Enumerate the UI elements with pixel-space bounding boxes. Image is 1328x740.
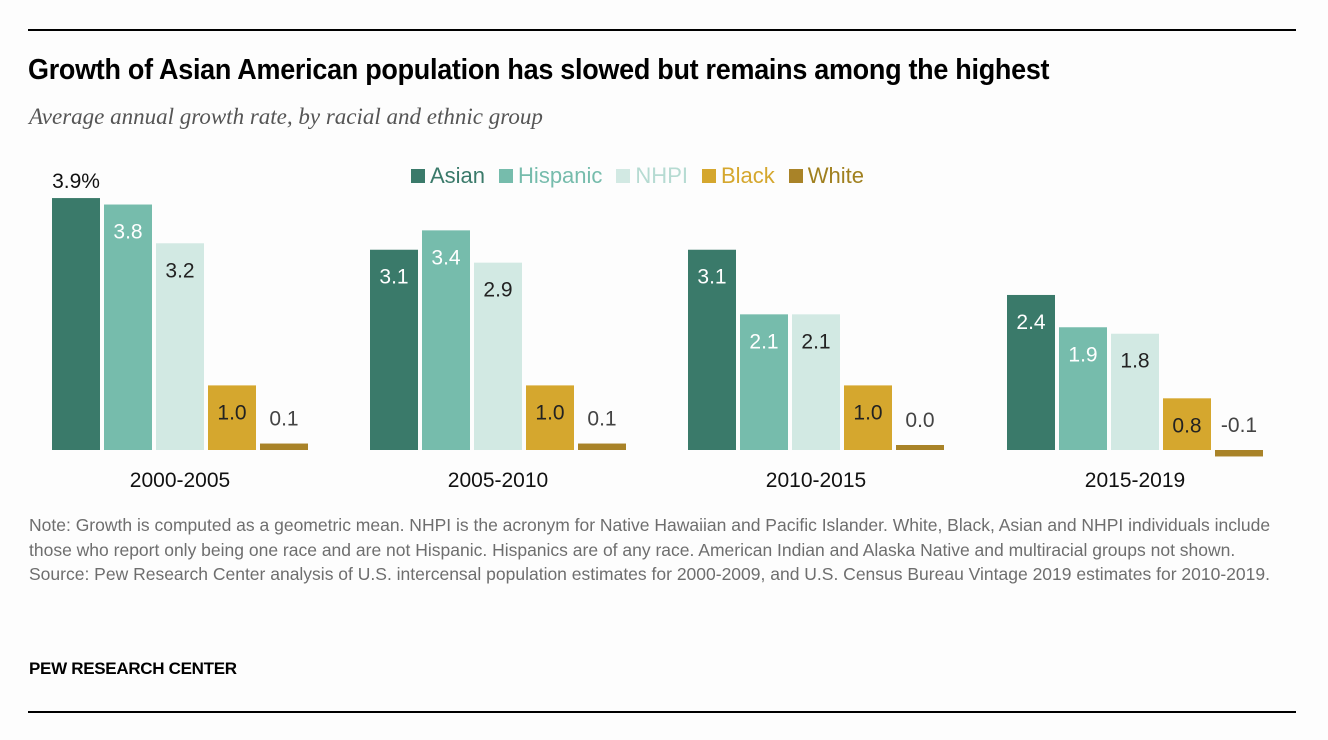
data-label-asian-2010-2015: 3.1	[697, 266, 726, 289]
category-label-2000-2005: 2000-2005	[130, 469, 230, 492]
data-label-asian-2015-2019: 2.4	[1016, 311, 1046, 334]
bar-group-2000-2005: 3.9% 3.8 3.2 1.0 0.1 2000-2005	[52, 170, 308, 492]
legend-swatch-nhpi	[616, 169, 631, 183]
notes: Note: Growth is computed as a geometric …	[29, 513, 1304, 587]
bar-asian-2010-2015	[688, 249, 736, 450]
bar-black-2005-2010	[526, 385, 574, 450]
bar-chart: 3.9% 3.8 3.2 1.0 0.1 2000-2005 3.1 3.4 2.9 1.0 0.1…	[52, 170, 1263, 492]
bar-asian-2005-2010	[370, 249, 418, 450]
data-label-hispanic-2010-2015: 2.1	[749, 330, 778, 353]
bar-nhpi-2015-2019	[1111, 333, 1159, 450]
bar-hispanic-2015-2019	[1059, 327, 1107, 450]
data-label-asian-2005-2010: 3.1	[379, 266, 408, 289]
bar-black-2000-2005	[208, 385, 256, 450]
note-text: Note: Growth is computed as a geometric …	[29, 515, 1271, 560]
bar-group-2015-2019: 2.4 1.9 1.8 0.8 -0.1 2015-2019	[1007, 294, 1263, 492]
source-text: Source: Pew Research Center analysis of …	[29, 564, 1270, 584]
data-label-white-2015-2019: -0.1	[1221, 414, 1257, 437]
legend-swatch-black	[701, 169, 716, 183]
brand-logo-text: PEW RESEARCH CENTER	[29, 659, 237, 678]
data-label-black-2005-2010: 1.0	[535, 401, 564, 424]
bar-white-2010-2015	[896, 445, 944, 450]
bar-nhpi-2005-2010	[474, 262, 522, 450]
chart-subtitle: Average annual growth rate, by racial an…	[29, 104, 543, 129]
legend: Asian Hispanic NHPI Black White	[411, 163, 878, 189]
data-label-hispanic-2000-2005: 3.8	[113, 221, 142, 244]
bar-white-2000-2005	[260, 443, 308, 450]
legend-label-asian: Asian	[430, 163, 486, 188]
legend-swatch-white	[788, 169, 803, 183]
data-label-hispanic-2015-2019: 1.9	[1068, 343, 1097, 366]
bar-white-2015-2019	[1215, 450, 1263, 457]
legend-item-white: White	[788, 163, 865, 189]
bar-asian-2000-2005	[52, 198, 100, 450]
data-label-black-2015-2019: 0.8	[1172, 414, 1201, 437]
legend-swatch-hispanic	[499, 169, 514, 183]
bar-group-2010-2015: 3.1 2.1 2.1 1.0 0.0 2010-2015	[688, 249, 944, 492]
legend-label-black: Black	[720, 163, 775, 188]
data-label-black-2000-2005: 1.0	[217, 401, 246, 424]
bar-nhpi-2000-2005	[156, 243, 204, 450]
data-label-black-2010-2015: 1.0	[853, 401, 882, 424]
category-label-2005-2010: 2005-2010	[448, 469, 548, 492]
legend-swatch-asian	[411, 169, 425, 183]
data-label-nhpi-2005-2010: 2.9	[483, 279, 512, 302]
bottom-rule	[28, 711, 1296, 713]
legend-item-hispanic: Hispanic	[499, 163, 602, 189]
category-label-2015-2019: 2015-2019	[1085, 469, 1185, 492]
bar-nhpi-2010-2015	[792, 314, 840, 450]
legend-label-white: White	[807, 163, 865, 188]
bar-black-2010-2015	[844, 385, 892, 450]
bar-hispanic-2010-2015	[740, 314, 788, 450]
data-label-nhpi-2000-2005: 3.2	[165, 259, 194, 282]
data-label-white-2005-2010: 0.1	[587, 408, 616, 431]
legend-item-black: Black	[701, 163, 775, 189]
legend-label-hispanic: Hispanic	[518, 163, 603, 188]
data-label-white-2010-2015: 0.0	[905, 409, 934, 432]
chart-title: Growth of Asian American population has …	[28, 54, 1050, 86]
data-label-nhpi-2010-2015: 2.1	[801, 330, 830, 353]
bar-white-2005-2010	[578, 443, 626, 450]
legend-item-asian: Asian	[411, 163, 485, 189]
bar-group-2005-2010: 3.1 3.4 2.9 1.0 0.1 2005-2010	[370, 230, 626, 492]
data-label-white-2000-2005: 0.1	[269, 408, 298, 431]
data-label-nhpi-2015-2019: 1.8	[1120, 350, 1149, 373]
legend-item-nhpi: NHPI	[616, 163, 688, 189]
legend-label-nhpi: NHPI	[635, 163, 688, 188]
data-label-asian-2000-2005: 3.9%	[52, 170, 100, 193]
data-label-hispanic-2005-2010: 3.4	[431, 246, 461, 269]
bar-asian-2015-2019	[1007, 294, 1055, 450]
bar-hispanic-2005-2010	[422, 230, 470, 450]
bar-hispanic-2000-2005	[104, 204, 152, 450]
bar-black-2015-2019	[1163, 398, 1211, 450]
top-rule	[28, 29, 1296, 31]
category-label-2010-2015: 2010-2015	[766, 469, 866, 492]
